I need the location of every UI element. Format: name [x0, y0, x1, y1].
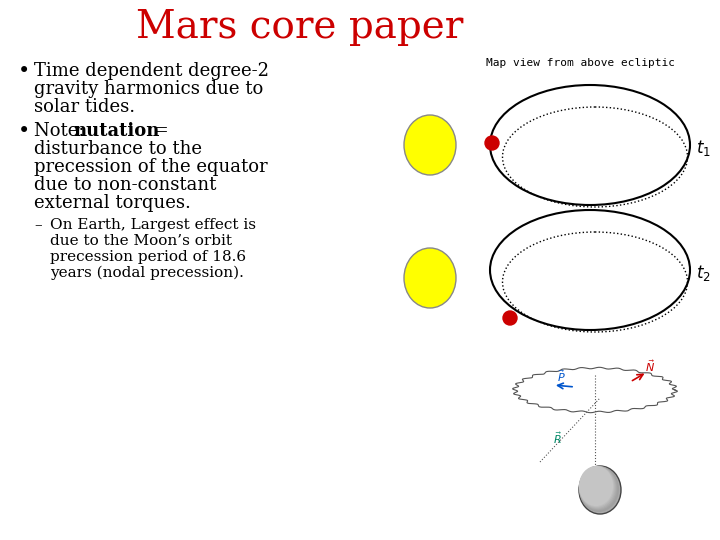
Ellipse shape [404, 248, 456, 308]
Ellipse shape [579, 466, 615, 508]
Text: Time dependent degree-2: Time dependent degree-2 [34, 62, 269, 80]
Text: due to the Moon’s orbit: due to the Moon’s orbit [50, 234, 232, 248]
Text: Map view from above ecliptic: Map view from above ecliptic [485, 58, 675, 68]
Text: •: • [18, 62, 30, 81]
Text: nutation: nutation [73, 122, 159, 140]
Text: $\vec{P}$: $\vec{P}$ [557, 368, 565, 384]
Text: =: = [148, 122, 168, 140]
Ellipse shape [404, 115, 456, 175]
Text: $t_1$: $t_1$ [696, 138, 711, 158]
Text: precession period of 18.6: precession period of 18.6 [50, 250, 246, 264]
Text: •: • [18, 122, 30, 141]
Text: disturbance to the: disturbance to the [34, 140, 202, 158]
Ellipse shape [579, 466, 619, 512]
Text: Note:: Note: [34, 122, 90, 140]
Ellipse shape [586, 474, 600, 490]
Ellipse shape [579, 466, 614, 507]
Text: years (nodal precession).: years (nodal precession). [50, 266, 244, 280]
Text: $\vec{N}$: $\vec{N}$ [645, 358, 655, 374]
Text: external torques.: external torques. [34, 194, 191, 212]
Ellipse shape [579, 466, 618, 511]
Text: solar tides.: solar tides. [34, 98, 135, 116]
Text: gravity harmonics due to: gravity harmonics due to [34, 80, 264, 98]
Text: precession of the equator: precession of the equator [34, 158, 268, 176]
Text: $t_2$: $t_2$ [696, 263, 711, 283]
Text: Mars core paper: Mars core paper [136, 10, 464, 46]
Circle shape [503, 311, 517, 325]
Ellipse shape [579, 466, 621, 514]
Circle shape [485, 136, 499, 150]
Ellipse shape [579, 466, 617, 510]
Text: –: – [34, 218, 42, 232]
Text: due to non-constant: due to non-constant [34, 176, 217, 194]
Ellipse shape [579, 466, 613, 506]
Ellipse shape [579, 466, 620, 513]
Text: On Earth, Largest effect is: On Earth, Largest effect is [50, 218, 256, 232]
Ellipse shape [579, 466, 616, 509]
Text: $\vec{R}$: $\vec{R}$ [552, 430, 562, 446]
